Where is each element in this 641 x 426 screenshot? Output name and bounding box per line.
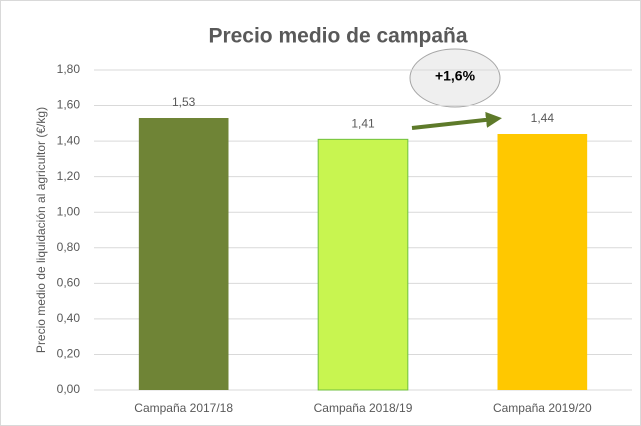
y-tick-label: 0,60: [57, 276, 81, 290]
y-tick-label: 1,00: [57, 204, 81, 218]
y-tick-label: 1,40: [57, 133, 81, 147]
y-tick-label: 0,20: [57, 347, 81, 361]
y-tick-label: 1,80: [57, 62, 81, 76]
annotation: +1,6%: [435, 68, 476, 84]
y-tick-label: 1,20: [57, 169, 81, 183]
bar: [497, 134, 588, 390]
value-label: 1,41: [351, 117, 375, 131]
bar: [138, 118, 229, 390]
x-tick-label: Campaña 2019/20: [493, 401, 592, 415]
y-tick-label: 0,80: [57, 240, 81, 254]
y-tick-label: 0,00: [57, 382, 81, 396]
value-label: 1,44: [531, 111, 555, 125]
value-label: 1,53: [172, 95, 196, 109]
bar: [317, 138, 409, 391]
annotation-bubble: [409, 48, 501, 108]
y-tick-label: 0,40: [57, 311, 81, 325]
x-tick-label: Campaña 2018/19: [314, 401, 413, 415]
trend-arrow: [411, 111, 502, 130]
y-axis-label: Precio medio de liquidación al agriculto…: [34, 107, 48, 353]
y-tick-label: 1,60: [57, 98, 81, 112]
x-tick-label: Campaña 2017/18: [134, 401, 233, 415]
chart-title: Precio medio de campaña: [208, 25, 467, 48]
